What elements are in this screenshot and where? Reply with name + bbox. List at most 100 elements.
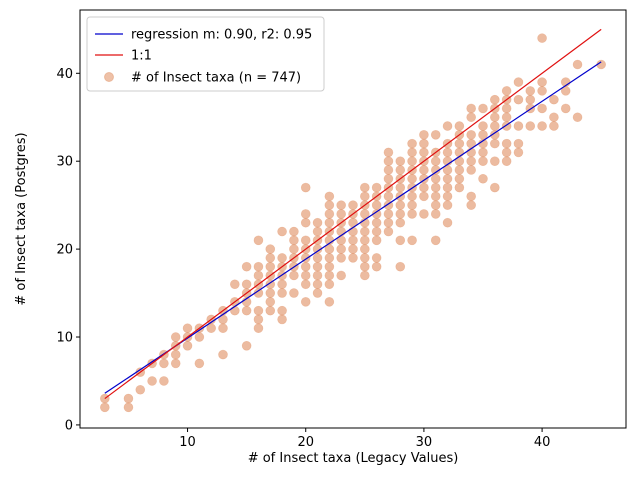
scatter-point — [383, 209, 394, 219]
scatter-point — [289, 235, 299, 246]
scatter-point — [572, 112, 583, 123]
scatter-point — [312, 288, 323, 298]
scatter-point — [360, 235, 370, 246]
scatter-point — [300, 209, 311, 219]
scatter-point — [253, 323, 264, 334]
scatter-point — [442, 147, 453, 158]
scatter-point — [478, 147, 488, 158]
scatter-point — [383, 191, 394, 202]
x-tick-label: 30 — [416, 435, 433, 450]
y-tick-label: 10 — [56, 331, 73, 346]
scatter-point — [501, 138, 512, 149]
scatter-point — [490, 112, 500, 123]
x-tick-label: 10 — [179, 435, 196, 450]
scatter-point — [312, 261, 323, 272]
scatter-point — [277, 226, 287, 237]
scatter-point — [300, 297, 311, 307]
scatter-point — [265, 297, 276, 307]
legend: regression m: 0.90, r2: 0.95 1:1 # of In… — [86, 16, 325, 92]
scatter-point — [360, 182, 370, 193]
scatter-point — [336, 209, 346, 219]
scatter-point — [501, 103, 512, 114]
scatter-point — [478, 103, 488, 114]
scatter-point — [454, 182, 465, 193]
scatter-point — [170, 332, 181, 342]
scatter-point — [312, 279, 323, 290]
scatter-point — [360, 253, 370, 263]
scatter-point — [371, 182, 382, 193]
y-axis-label: # of Insect taxa (Postgres) — [14, 132, 29, 305]
scatter-point — [442, 191, 453, 202]
scatter-point — [419, 165, 429, 175]
scatter-point — [407, 200, 417, 210]
scatter-point — [312, 270, 323, 281]
scatter-point — [253, 270, 264, 281]
legend-identity-label: 1:1 — [131, 49, 152, 64]
x-tick-label: 20 — [297, 435, 314, 450]
scatter-point — [430, 130, 441, 140]
y-tick-label: 0 — [65, 418, 73, 433]
scatter-point — [170, 358, 181, 369]
scatter-point — [383, 156, 394, 167]
scatter-point — [430, 200, 441, 210]
scatter-point — [478, 121, 488, 131]
scatter-point — [182, 323, 193, 334]
scatter-point — [371, 261, 382, 272]
scatter-point — [194, 332, 205, 342]
scatter-point — [407, 173, 417, 184]
scatter-point — [324, 270, 335, 281]
scatter-point — [170, 349, 181, 360]
scatter-point — [218, 323, 228, 334]
scatter-point — [182, 341, 193, 351]
scatter-point — [277, 279, 287, 290]
y-tick-label: 20 — [56, 243, 73, 258]
scatter-point — [430, 235, 441, 246]
scatter-point — [501, 112, 512, 123]
scatter-point — [525, 94, 536, 105]
scatter-point — [123, 402, 134, 413]
scatter-point — [147, 376, 157, 386]
scatter-point — [324, 200, 335, 210]
scatter-point — [430, 209, 441, 219]
scatter-point — [466, 165, 476, 175]
scatter-point — [371, 253, 382, 263]
scatter-point — [383, 173, 394, 184]
scatter-point — [490, 138, 500, 149]
scatter-point — [478, 173, 488, 184]
scatter-point — [466, 130, 476, 140]
scatter-point — [300, 182, 311, 193]
scatter-point — [490, 156, 500, 167]
scatter-point — [312, 217, 323, 228]
scatter-point — [324, 279, 335, 290]
scatter-point — [241, 341, 252, 351]
scatter-point — [454, 173, 465, 184]
scatter-point — [442, 121, 453, 131]
scatter-point — [300, 235, 311, 246]
scatter-point — [277, 288, 287, 298]
scatter-point — [407, 147, 417, 158]
scatter-point — [383, 147, 394, 158]
scatter-point — [490, 182, 500, 193]
scatter-point — [300, 217, 311, 228]
scatter-point — [419, 147, 429, 158]
scatter-point — [454, 165, 465, 175]
scatter-point — [253, 261, 264, 272]
scatter-point — [395, 182, 406, 193]
scatter-point — [383, 226, 394, 237]
scatter-point — [478, 156, 488, 167]
scatter-point — [513, 138, 524, 149]
scatter-point — [513, 77, 524, 87]
y-axis-ticks: 0 10 20 30 40 — [56, 67, 80, 433]
scatter-point — [194, 358, 205, 369]
scatter-point — [430, 182, 441, 193]
scatter-point — [241, 305, 252, 316]
scatter-point — [336, 270, 346, 281]
scatter-point — [407, 235, 417, 246]
scatter-point — [442, 182, 453, 193]
scatter-point — [395, 200, 406, 210]
scatter-point — [241, 261, 252, 272]
scatter-point — [300, 279, 311, 290]
scatter-point — [525, 86, 536, 96]
scatter-point — [525, 121, 536, 131]
